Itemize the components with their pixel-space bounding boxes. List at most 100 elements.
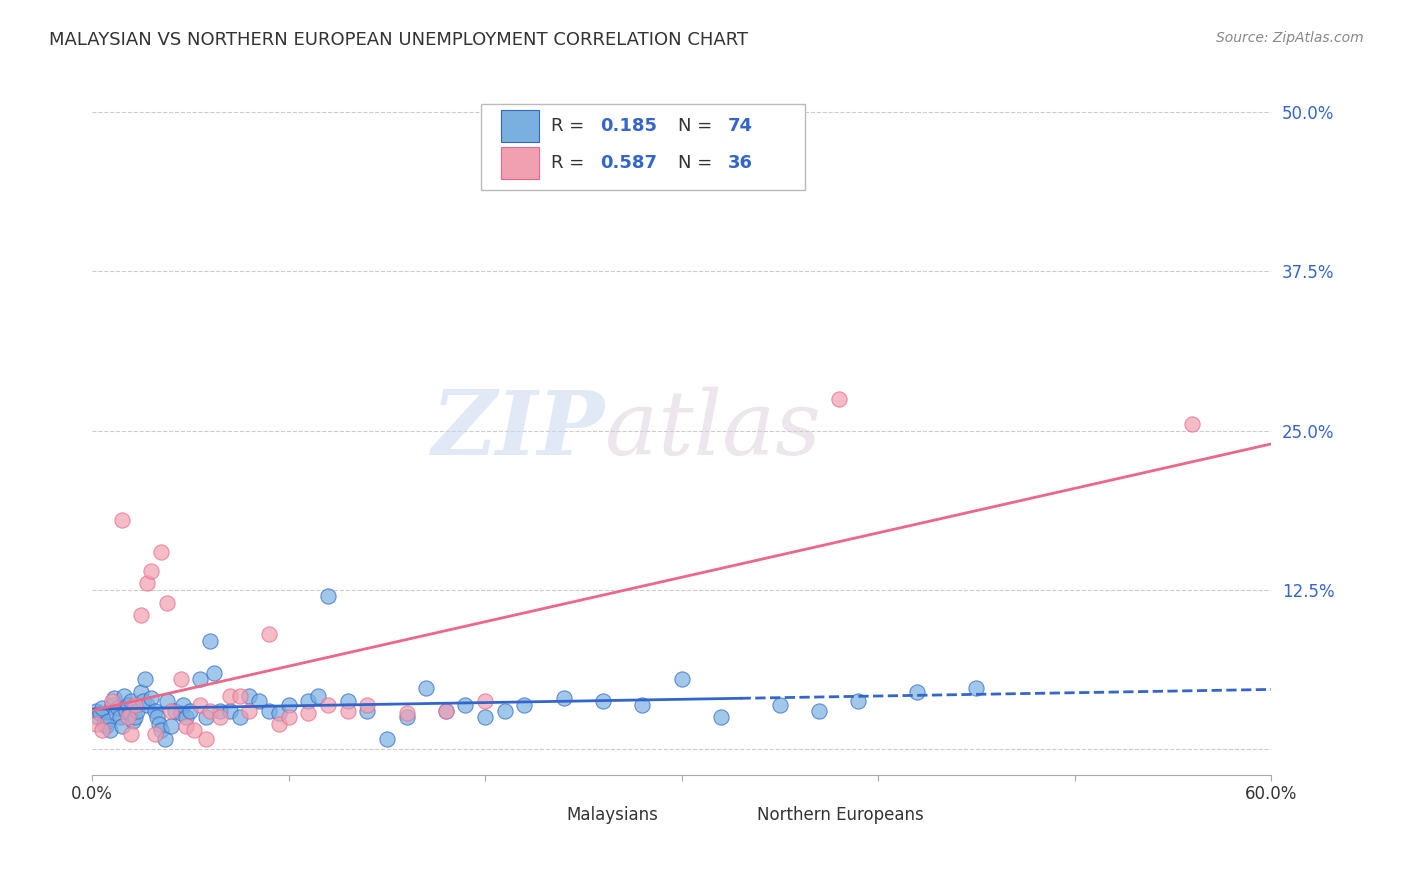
Point	[114, 704, 136, 718]
Point	[769, 698, 792, 712]
Point	[238, 704, 260, 718]
Point	[257, 704, 280, 718]
Point	[127, 704, 149, 718]
Text: MALAYSIAN VS NORTHERN EUROPEAN UNEMPLOYMENT CORRELATION CHART: MALAYSIAN VS NORTHERN EUROPEAN UNEMPLOYM…	[49, 31, 748, 49]
Point	[179, 704, 201, 718]
Point	[208, 704, 231, 718]
Point	[671, 672, 693, 686]
Text: 74: 74	[727, 117, 752, 135]
Point	[336, 704, 359, 718]
Point	[129, 685, 152, 699]
Point	[108, 710, 131, 724]
Point	[134, 672, 156, 686]
Point	[218, 704, 240, 718]
Point	[297, 694, 319, 708]
Point	[267, 706, 290, 721]
Text: 0.587: 0.587	[600, 154, 657, 172]
Point	[434, 704, 457, 718]
Point	[188, 672, 211, 686]
Point	[395, 710, 418, 724]
Point	[104, 706, 127, 721]
Point	[356, 698, 378, 712]
Point	[139, 564, 162, 578]
Point	[118, 706, 141, 721]
Point	[132, 694, 155, 708]
Point	[122, 714, 145, 728]
Point	[107, 701, 129, 715]
Point	[91, 701, 114, 715]
Point	[111, 513, 134, 527]
Point	[117, 698, 139, 712]
Point	[454, 698, 477, 712]
Point	[87, 710, 110, 724]
Point	[553, 691, 575, 706]
Point	[336, 694, 359, 708]
Point	[146, 710, 169, 724]
Point	[395, 706, 418, 721]
Text: Northern Europeans: Northern Europeans	[756, 805, 924, 823]
Point	[198, 704, 221, 718]
Point	[172, 698, 194, 712]
Text: 0.185: 0.185	[600, 117, 657, 135]
Point	[153, 731, 176, 746]
Point	[316, 698, 339, 712]
Text: N =: N =	[678, 117, 718, 135]
Point	[202, 665, 225, 680]
Point	[257, 627, 280, 641]
Point	[124, 710, 146, 724]
Point	[356, 704, 378, 718]
Point	[228, 710, 250, 724]
Point	[156, 596, 179, 610]
Point	[277, 698, 299, 712]
Point	[277, 710, 299, 724]
FancyBboxPatch shape	[714, 796, 749, 826]
Point	[808, 704, 831, 718]
Point	[93, 716, 115, 731]
Point	[121, 727, 143, 741]
FancyBboxPatch shape	[501, 111, 538, 142]
Point	[89, 706, 111, 721]
Point	[159, 719, 181, 733]
Point	[965, 681, 987, 695]
Point	[828, 392, 851, 406]
Point	[136, 576, 159, 591]
Point	[94, 719, 117, 733]
Point	[101, 698, 124, 712]
Text: N =: N =	[678, 154, 718, 172]
Point	[91, 723, 114, 737]
Point	[208, 710, 231, 724]
Point	[139, 691, 162, 706]
Point	[143, 704, 166, 718]
Point	[163, 704, 186, 718]
Point	[198, 633, 221, 648]
Point	[297, 706, 319, 721]
Point	[228, 689, 250, 703]
Point	[415, 681, 437, 695]
Text: Source: ZipAtlas.com: Source: ZipAtlas.com	[1216, 31, 1364, 45]
Point	[84, 716, 107, 731]
Text: 36: 36	[727, 154, 752, 172]
Point	[176, 719, 198, 733]
Point	[474, 710, 496, 724]
Point	[117, 710, 139, 724]
Point	[169, 706, 191, 721]
Point	[183, 723, 205, 737]
Point	[148, 716, 170, 731]
Point	[316, 589, 339, 603]
Point	[195, 710, 218, 724]
Point	[111, 719, 134, 733]
Text: atlas: atlas	[605, 387, 821, 474]
Point	[169, 672, 191, 686]
Text: R =: R =	[551, 154, 589, 172]
Point	[159, 704, 181, 718]
Point	[1181, 417, 1204, 431]
Text: R =: R =	[551, 117, 589, 135]
Point	[149, 723, 172, 737]
Point	[143, 727, 166, 741]
Point	[156, 694, 179, 708]
Point	[84, 704, 107, 718]
Point	[494, 704, 516, 718]
Point	[267, 716, 290, 731]
Point	[112, 689, 135, 703]
Point	[129, 608, 152, 623]
